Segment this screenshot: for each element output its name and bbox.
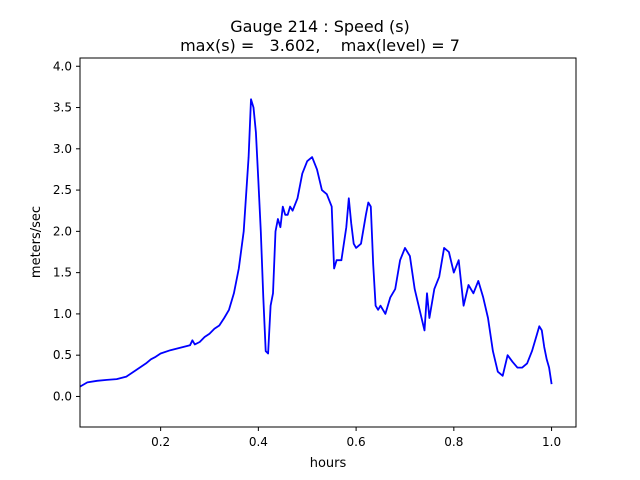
chart-subtitle: max(s) = 3.602, max(level) = 7 [180, 36, 460, 55]
y-axis-label: meters/sec [29, 206, 44, 278]
axes-frame [79, 57, 577, 428]
x-tick-label: 0.4 [249, 435, 268, 449]
x-axis-label: hours [310, 456, 347, 471]
y-tick-label: 1.5 [53, 266, 72, 280]
series-line-0 [79, 98, 553, 388]
y-tick-label: 3.0 [53, 142, 72, 156]
y-tick-label: 4.0 [53, 59, 72, 73]
y-tick-label: 2.5 [53, 183, 72, 197]
y-tick-label: 0.0 [53, 389, 72, 403]
y-tick-label: 1.0 [53, 307, 72, 321]
x-tick-label: 0.6 [347, 435, 366, 449]
x-tick-label: 0.2 [151, 435, 170, 449]
y-tick-label: 2.0 [53, 224, 72, 238]
x-tick-label: 0.8 [444, 435, 463, 449]
x-tick-label: 1.0 [542, 435, 561, 449]
y-tick-label: 3.5 [53, 101, 72, 115]
y-tick-label: 0.5 [53, 348, 72, 362]
chart-title: Gauge 214 : Speed (s) [230, 17, 410, 36]
plot-area: 0.2 0.4 0.6 0.8 1.0 0.0 0.5 1.0 1.5 2.0 2.5 3.0 3.5 4… [53, 57, 577, 449]
